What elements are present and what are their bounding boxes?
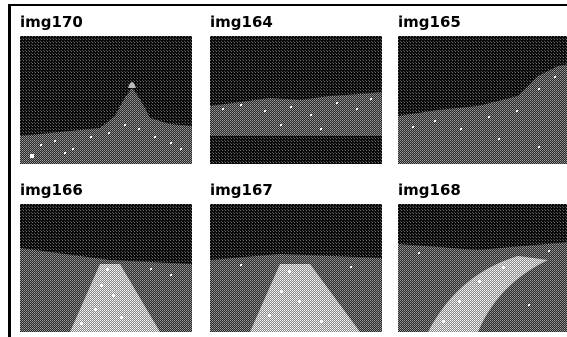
thumbnail-image[interactable] [20, 204, 192, 332]
gallery-left-border [8, 4, 11, 337]
thumbnail-image[interactable] [20, 36, 192, 164]
thumbnail-image[interactable] [210, 36, 382, 164]
thumbnail-label: img165 [398, 13, 461, 31]
thumbnail-tile[interactable]: img164 [210, 14, 382, 164]
thumbnail-tile[interactable]: img170 [20, 14, 192, 164]
thumbnail-label: img167 [210, 181, 273, 199]
thumbnail-tile[interactable]: img167 [210, 182, 382, 332]
thumbnail-tile[interactable]: img166 [20, 182, 192, 332]
gallery-top-border [8, 4, 567, 6]
thumbnail-label: img166 [20, 181, 83, 199]
thumbnail-image[interactable] [398, 36, 567, 164]
thumbnail-image[interactable] [210, 204, 382, 332]
thumbnail-label: img168 [398, 181, 461, 199]
thumbnail-tile[interactable]: img165 [398, 14, 567, 164]
thumbnail-label: img164 [210, 13, 273, 31]
thumbnail-label: img170 [20, 13, 83, 31]
thumbnail-image[interactable] [398, 204, 567, 332]
thumbnail-tile[interactable]: img168 [398, 182, 567, 332]
